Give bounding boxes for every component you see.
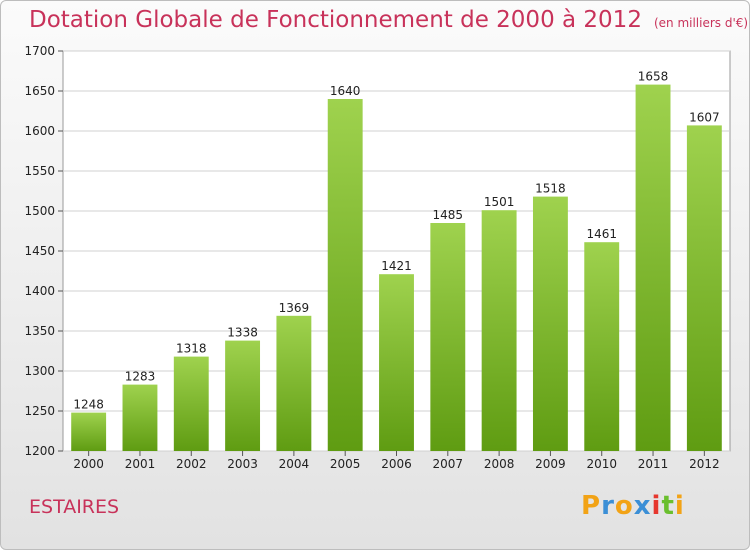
bar-2004 bbox=[276, 315, 312, 451]
logo-letter: t bbox=[661, 491, 675, 521]
logo-letter: r bbox=[601, 491, 615, 521]
proxiti-logo[interactable]: Proxiti bbox=[581, 491, 685, 521]
x-axis: 2000 2001 2002 2003 2004 2005 2006 2007 2008 2009… bbox=[73, 451, 720, 471]
bar-2000 bbox=[71, 412, 107, 451]
x-tick-label-2003: 2003 bbox=[227, 457, 258, 471]
x-tick-label-2006: 2006 bbox=[381, 457, 412, 471]
bars: 1248 1283 1318 1338 1369 1640 1421 1485 1501 1518… bbox=[71, 70, 722, 452]
x-tick-label-2004: 2004 bbox=[279, 457, 310, 471]
y-tick-label: 1200 bbox=[24, 444, 55, 458]
bar-2011 bbox=[635, 84, 671, 451]
bar-2010 bbox=[584, 242, 620, 451]
y-tick-label: 1700 bbox=[24, 44, 55, 58]
logo-letter: i bbox=[651, 491, 662, 521]
bar-2009 bbox=[532, 196, 568, 451]
x-tick-label-2010: 2010 bbox=[586, 457, 617, 471]
data-label-2002: 1318 bbox=[176, 342, 207, 356]
y-tick-label: 1500 bbox=[24, 204, 55, 218]
x-tick-label-2005: 2005 bbox=[330, 457, 361, 471]
y-tick-label: 1450 bbox=[24, 244, 55, 258]
data-label-2004: 1369 bbox=[279, 301, 310, 315]
bar-2003 bbox=[225, 340, 261, 451]
data-label-2009: 1518 bbox=[535, 182, 566, 196]
data-label-2000: 1248 bbox=[73, 398, 104, 412]
logo-letter: o bbox=[614, 491, 634, 521]
data-label-2012: 1607 bbox=[689, 110, 720, 124]
y-axis: 1200 1250 1300 1350 1400 1450 1500 1550 1600 1650… bbox=[24, 44, 63, 458]
logo-letter: i bbox=[674, 491, 685, 521]
y-tick-label: 1600 bbox=[24, 124, 55, 138]
chart-title: Dotation Globale de Fonctionnement de 20… bbox=[29, 7, 748, 33]
y-tick-label: 1550 bbox=[24, 164, 55, 178]
x-tick-label-2000: 2000 bbox=[73, 457, 104, 471]
bar-2007 bbox=[430, 223, 466, 451]
logo-letter: x bbox=[633, 491, 652, 521]
bar-2001 bbox=[122, 384, 158, 451]
x-tick-label-2011: 2011 bbox=[638, 457, 669, 471]
y-tick-label: 1350 bbox=[24, 324, 55, 338]
x-tick-label-2002: 2002 bbox=[176, 457, 207, 471]
data-label-2010: 1461 bbox=[586, 227, 617, 241]
x-tick-label-2007: 2007 bbox=[433, 457, 464, 471]
bar-2008 bbox=[481, 210, 517, 451]
x-tick-label-2008: 2008 bbox=[484, 457, 515, 471]
data-label-2005: 1640 bbox=[330, 84, 361, 98]
logo-letter: P bbox=[581, 491, 602, 521]
bar-2005 bbox=[327, 99, 363, 451]
x-tick-label-2012: 2012 bbox=[689, 457, 720, 471]
data-label-2007: 1485 bbox=[433, 208, 464, 222]
y-tick-label: 1250 bbox=[24, 404, 55, 418]
commune-name: ESTAIRES bbox=[29, 496, 120, 518]
chart-title-text: Dotation Globale de Fonctionnement de 20… bbox=[29, 7, 642, 33]
bar-2012 bbox=[686, 125, 722, 452]
data-label-2008: 1501 bbox=[484, 195, 515, 209]
y-tick-label: 1300 bbox=[24, 364, 55, 378]
data-label-2001: 1283 bbox=[125, 370, 156, 384]
y-tick-label: 1400 bbox=[24, 284, 55, 298]
bar-2006 bbox=[379, 274, 414, 451]
x-tick-label-2001: 2001 bbox=[125, 457, 156, 471]
bar-2002 bbox=[173, 356, 209, 451]
chart-subtitle: (en milliers d'€) bbox=[653, 16, 749, 30]
x-tick-label-2009: 2009 bbox=[535, 457, 566, 471]
data-label-2003: 1338 bbox=[227, 326, 258, 340]
y-tick-label: 1650 bbox=[24, 84, 55, 98]
data-label-2011: 1658 bbox=[638, 70, 669, 84]
data-label-2006: 1421 bbox=[381, 259, 412, 273]
